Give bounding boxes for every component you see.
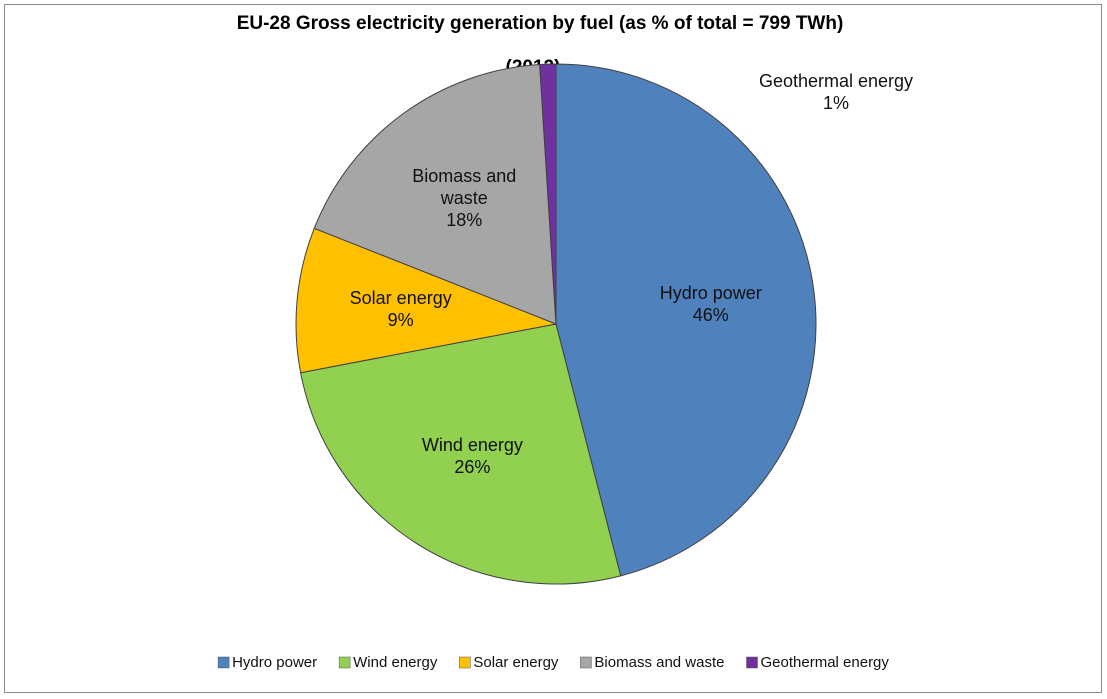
slice-label: Wind energy 26% bbox=[407, 434, 537, 478]
legend-swatch bbox=[217, 656, 230, 669]
legend-label: Wind energy bbox=[353, 654, 438, 671]
legend-swatch bbox=[459, 656, 471, 669]
pie-slice bbox=[295, 227, 558, 374]
slice-label-value: 1% bbox=[822, 93, 849, 113]
legend-swatch bbox=[338, 656, 351, 669]
legend: Hydro power Wind energy Solar energy Biomas… bbox=[217, 654, 890, 671]
slice-label: Geothermal energy 1% bbox=[759, 70, 913, 114]
chart-title: EU-28 Gross electricity generation by fu… bbox=[237, 13, 844, 34]
slice-label-name: Wind energy bbox=[421, 434, 523, 455]
slice-label-name: Biomass and waste bbox=[412, 165, 517, 208]
pie-slice bbox=[555, 63, 817, 577]
pie-slice bbox=[313, 63, 557, 325]
slice-label-value: 46% bbox=[692, 305, 729, 326]
slice-label-name: Geothermal energy bbox=[758, 71, 914, 91]
legend-swatch bbox=[746, 656, 758, 669]
slice-label-value: 9% bbox=[387, 310, 414, 331]
slice-label-name: Solar energy bbox=[349, 288, 452, 309]
slice-label: Biomass and waste 18% bbox=[399, 165, 529, 231]
slice-label: Solar energy 9% bbox=[336, 287, 466, 331]
pie-slice bbox=[300, 323, 622, 585]
slice-label-name: Hydro power bbox=[659, 283, 762, 304]
legend-label: Hydro power bbox=[232, 654, 317, 671]
slice-label-value: 18% bbox=[446, 209, 483, 230]
legend-swatch bbox=[580, 656, 592, 669]
pie-slice bbox=[539, 63, 557, 325]
legend-label: Solar energy bbox=[473, 654, 559, 671]
legend-label: Geothermal energy bbox=[761, 654, 890, 671]
legend-label: Biomass and waste bbox=[594, 654, 724, 671]
slice-label: Hydro power 46% bbox=[646, 282, 776, 326]
slice-label-value: 26% bbox=[454, 456, 491, 477]
